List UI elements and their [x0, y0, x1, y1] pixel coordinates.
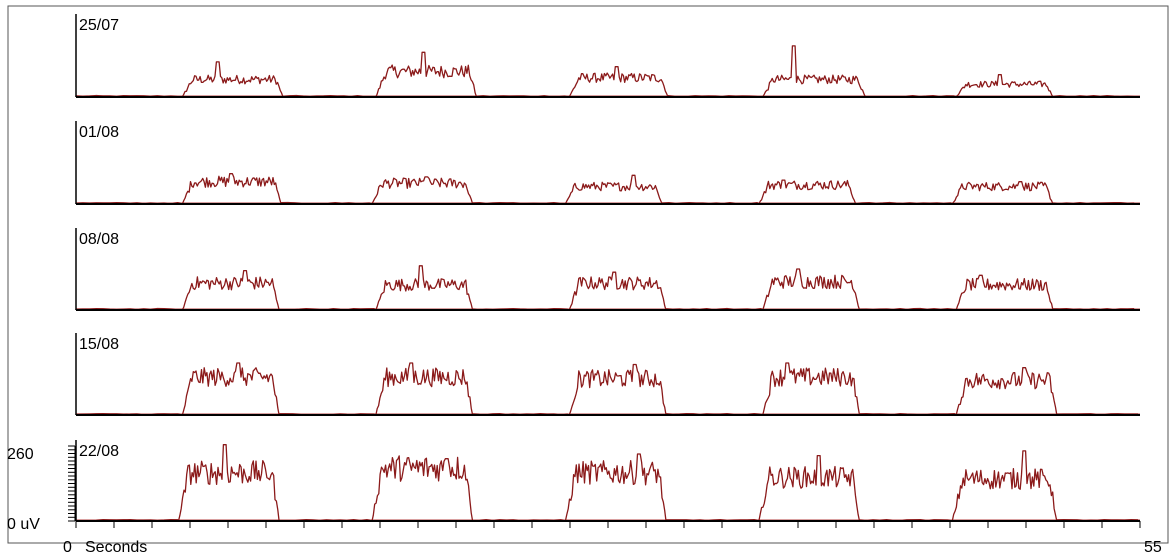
- panel-22-08: 22/08: [75, 440, 1140, 522]
- y-axis-top-label: 260: [7, 446, 34, 463]
- axis-layer: 260 0 uV 0 Seconds 55: [7, 445, 1162, 556]
- panel-date-label: 01/08: [79, 124, 119, 141]
- emg-trace: [75, 265, 1135, 311]
- panel-08-08: 08/08: [75, 228, 1140, 311]
- panel-date-label: 15/08: [79, 336, 119, 353]
- panel-date-label: 08/08: [79, 231, 119, 248]
- chart-frame: [7, 5, 1169, 544]
- panel-date-label: 25/07: [79, 17, 119, 34]
- panel-date-label: 22/08: [79, 443, 119, 460]
- emg-trace: [75, 362, 1139, 416]
- x-axis-ticks: [75, 521, 1141, 528]
- panel-01-08: 01/08: [75, 121, 1140, 205]
- panels-layer: 25/07 01/08 08/08 15/08 22/08: [7, 5, 1169, 544]
- emg-trace: [75, 173, 1135, 205]
- y-axis-bottom-label: 0 uV: [7, 516, 40, 533]
- x-axis-min-label: 0: [63, 539, 72, 556]
- panel-25-07: 25/07: [75, 14, 1140, 98]
- emg-trace: [75, 45, 1135, 98]
- x-axis-unit-label: Seconds: [85, 539, 147, 556]
- emg-trace: [75, 444, 1139, 522]
- y-axis-ticks: [68, 445, 76, 522]
- x-axis-max-label: 55: [1144, 539, 1162, 556]
- panel-15-08: 15/08: [75, 333, 1140, 416]
